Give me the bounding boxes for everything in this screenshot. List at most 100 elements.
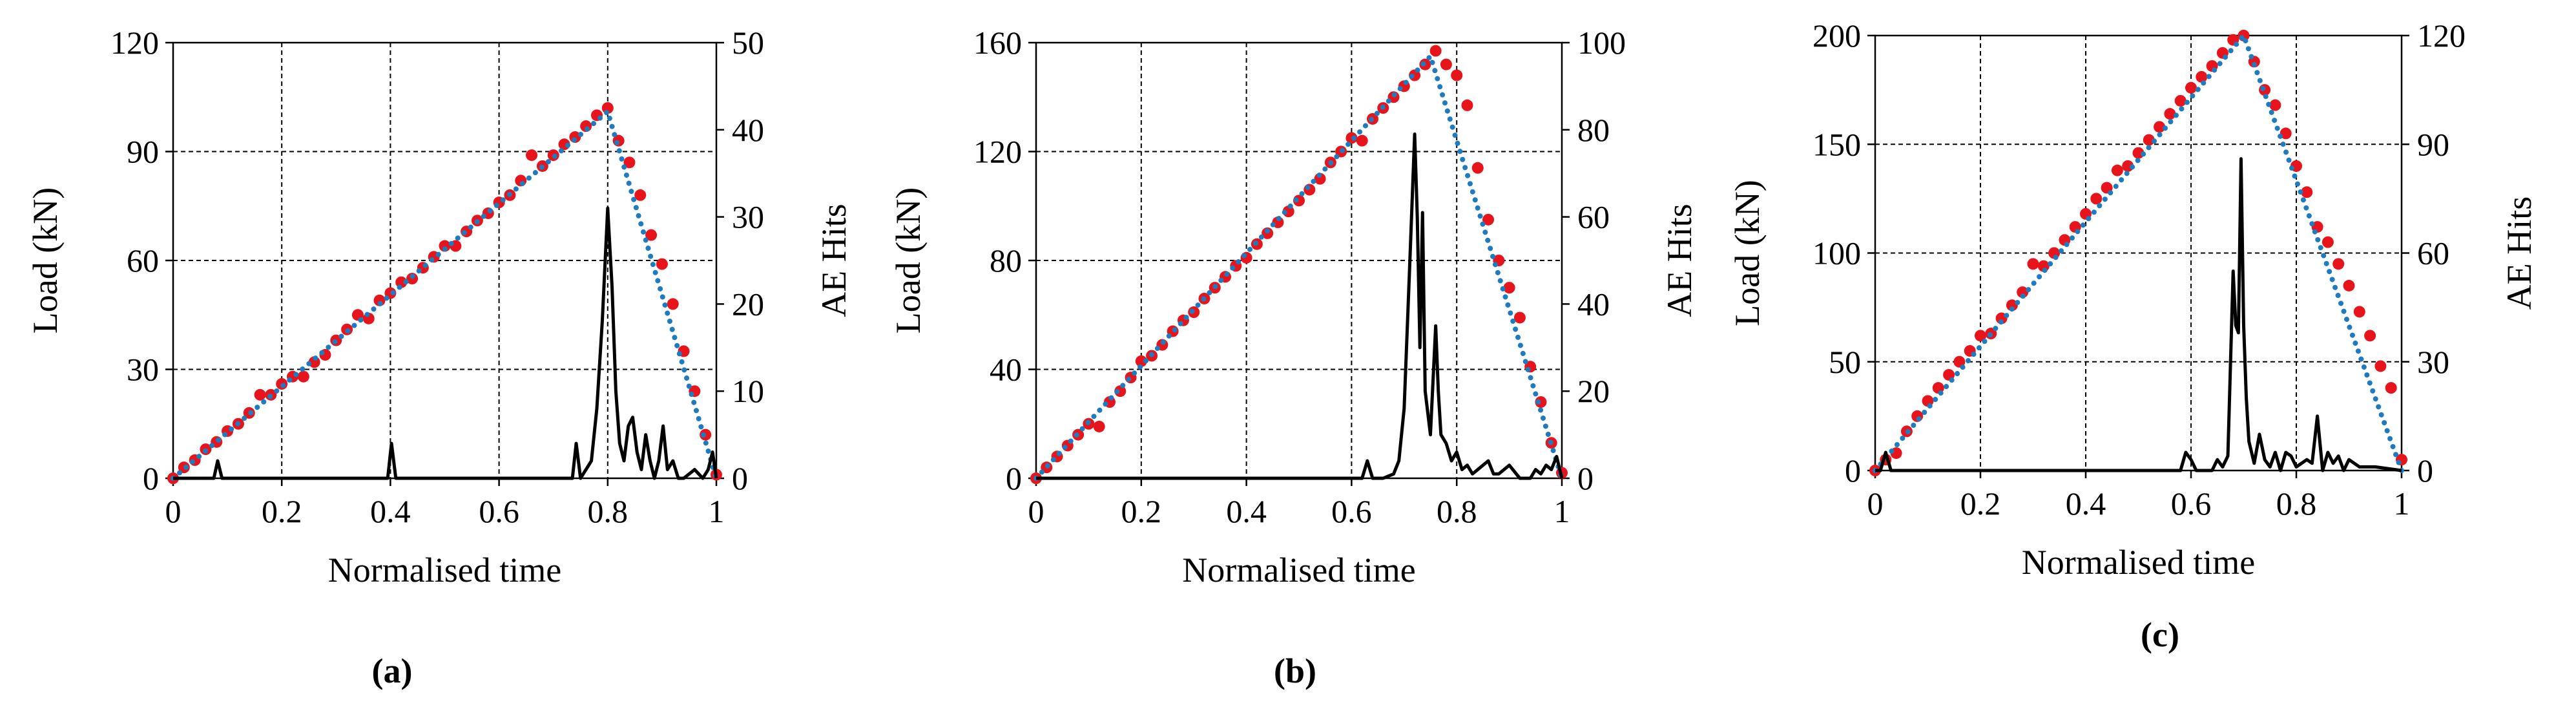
y-right-tick-label: 40 (1577, 286, 1610, 322)
y-left-tick-label: 90 (127, 134, 159, 170)
load-data-point (634, 189, 647, 201)
load-data-point (2332, 258, 2345, 270)
y-left-tick-label: 30 (127, 352, 159, 388)
y-right-axis-label: AE Hits (815, 204, 853, 317)
x-axis-label: Normalised time (2022, 543, 2255, 582)
load-data-point (2196, 70, 2208, 83)
load-data-point (2343, 279, 2355, 291)
x-tick-label: 0.6 (1331, 493, 1372, 529)
x-tick-label: 0.8 (588, 493, 628, 529)
x-tick-label: 0.4 (2066, 485, 2106, 522)
y-right-tick-label: 30 (2417, 344, 2449, 380)
y-right-tick-label: 80 (1577, 112, 1610, 148)
y-right-tick-label: 0 (2417, 452, 2433, 489)
x-tick-label: 0.6 (2171, 485, 2212, 522)
y-left-tick-label: 120 (110, 25, 159, 61)
load-data-point (2174, 94, 2186, 107)
y-right-tick-label: 20 (1577, 373, 1610, 409)
x-tick-label: 1 (2394, 485, 2410, 522)
y-right-tick-label: 40 (732, 112, 764, 148)
x-tick-label: 0.4 (370, 493, 411, 529)
y-right-tick-label: 60 (2417, 235, 2449, 271)
y-right-tick-label: 120 (2417, 17, 2466, 54)
panel-label: (c) (2141, 615, 2179, 654)
load-data-point (667, 298, 679, 310)
load-data-point (1503, 282, 1515, 294)
y-left-tick-label: 200 (1813, 17, 1861, 54)
load-data-point (1482, 213, 1495, 226)
load-data-point (1461, 99, 1473, 111)
load-data-point (1451, 69, 1463, 81)
load-data-point (2143, 134, 2155, 146)
load-trend-line (1873, 30, 2404, 473)
chart-panel-b: (b) 0 0.2 0.4 0.6 0.8 10408012016002040608010… (889, 25, 1699, 690)
y-right-tick-label: 0 (1577, 460, 1594, 496)
load-data-point (2385, 382, 2397, 394)
panel-label: (a) (372, 651, 413, 690)
chart-panel-a: (a) 0 0.2 0.4 0.6 0.8 1030609012001020304050N… (26, 25, 853, 690)
y-left-tick-label: 40 (990, 352, 1022, 388)
y-left-tick-label: 160 (973, 25, 1022, 61)
x-tick-label: 0 (1028, 493, 1044, 529)
load-data-point (2364, 330, 2376, 342)
load-data-point (1304, 184, 1316, 196)
x-tick-label: 1 (1554, 493, 1570, 529)
load-data-point (656, 258, 668, 270)
load-data-point (2185, 81, 2197, 94)
load-data-point (2164, 108, 2176, 120)
load-data-point (1535, 396, 1547, 408)
y-left-tick-label: 60 (127, 242, 159, 279)
x-tick-label: 0.8 (2276, 485, 2317, 522)
load-data-point (439, 240, 451, 252)
y-left-tick-label: 120 (973, 134, 1022, 170)
y-right-tick-label: 10 (732, 373, 764, 409)
load-data-point (526, 149, 538, 162)
ae-hits-line (1875, 157, 2402, 472)
y-right-axis-label: AE Hits (2500, 196, 2539, 310)
y-left-tick-label: 100 (1813, 235, 1861, 271)
load-data-point (1356, 134, 1368, 147)
x-tick-label: 0.2 (262, 493, 302, 529)
y-left-tick-label: 0 (1006, 460, 1022, 496)
load-data-point (297, 370, 309, 383)
load-data-point (1471, 162, 1484, 174)
y-right-tick-label: 60 (1577, 199, 1610, 235)
x-tick-label: 0.2 (1121, 493, 1162, 529)
load-data-point (1429, 45, 1442, 57)
load-data-point (1135, 355, 1147, 367)
y-left-tick-label: 0 (1845, 452, 1861, 489)
load-data-point (2111, 164, 2123, 176)
load-data-point (2353, 306, 2365, 318)
load-data-point (2132, 147, 2145, 159)
x-axis-label: Normalised time (1182, 551, 1415, 589)
load-data-point (1975, 330, 1986, 342)
load-data-point (2301, 186, 2313, 198)
load-trend-line (171, 107, 719, 481)
load-data-point (1093, 420, 1105, 432)
load-data-point (2280, 127, 2292, 140)
load-trend-line (1034, 51, 1564, 481)
x-tick-label: 1 (709, 493, 725, 529)
load-data-point (1513, 312, 1526, 324)
y-left-tick-label: 150 (1813, 126, 1861, 162)
load-data-point (2154, 121, 2166, 133)
y-left-tick-label: 0 (143, 460, 159, 496)
y-right-tick-label: 0 (732, 460, 748, 496)
x-tick-label: 0.4 (1226, 493, 1267, 529)
chart-panel-c: (c) 0 0.2 0.4 0.6 0.8 10501001502000306090120… (1728, 17, 2539, 654)
y-right-tick-label: 20 (732, 286, 764, 322)
load-data-point (2027, 258, 2039, 270)
load-data-point (645, 229, 658, 241)
y-right-tick-label: 100 (1577, 25, 1626, 61)
panel-label: (b) (1274, 651, 1316, 690)
y-left-tick-label: 50 (1829, 344, 1861, 380)
y-left-axis-label: Load (kN) (1728, 180, 1767, 326)
x-tick-label: 0.2 (1960, 485, 2001, 522)
load-data-point (2322, 236, 2334, 248)
x-tick-label: 0 (165, 493, 182, 529)
load-data-point (2090, 193, 2103, 205)
load-data-point (254, 388, 266, 401)
y-left-axis-label: Load (kN) (26, 187, 65, 333)
x-tick-label: 0.6 (479, 493, 519, 529)
